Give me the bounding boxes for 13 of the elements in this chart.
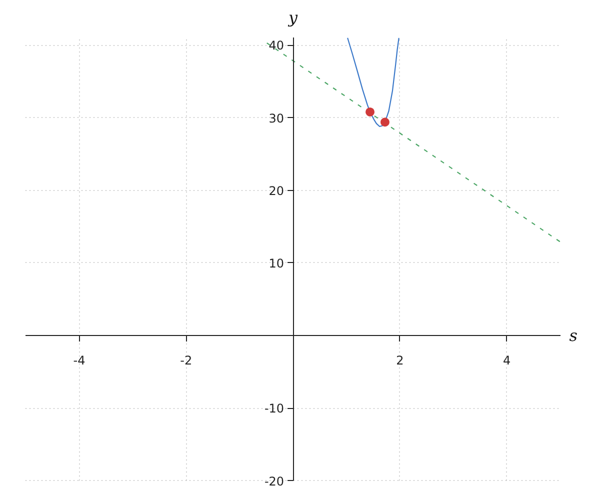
y-tick-label: 10 — [268, 256, 284, 270]
y-tick-label: 40 — [268, 38, 284, 53]
x-tick-label: 4 — [503, 354, 511, 368]
y-tick-label: -10 — [264, 402, 284, 416]
y-axis-title: y — [288, 8, 299, 27]
y-tick-label: 30 — [268, 111, 284, 126]
y-tick-label: -20 — [264, 474, 284, 488]
y-tick-label: 20 — [268, 184, 284, 198]
x-tick-label: -2 — [180, 354, 192, 368]
x-tick-label: -4 — [73, 354, 86, 368]
x-axis-title: s — [569, 326, 578, 346]
x-tick-label: 2 — [396, 354, 404, 368]
line-series — [347, 37, 400, 128]
